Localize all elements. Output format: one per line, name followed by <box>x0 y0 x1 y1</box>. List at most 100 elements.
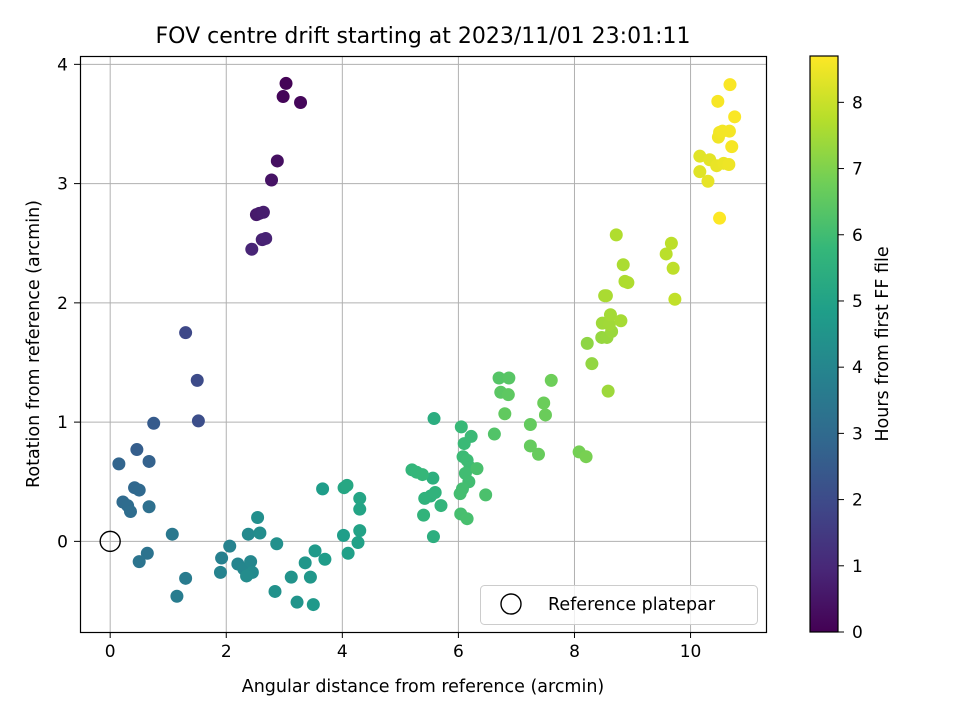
data-point <box>253 526 267 540</box>
data-point <box>501 388 515 402</box>
data-point <box>453 487 467 501</box>
data-point <box>353 491 367 505</box>
data-point <box>701 174 715 188</box>
y-axis-label: Rotation from reference (arcmin) <box>24 200 44 488</box>
data-point <box>537 396 551 410</box>
scatter-points <box>112 76 742 612</box>
data-point <box>240 569 254 583</box>
data-point <box>140 546 154 560</box>
data-point <box>112 457 126 471</box>
data-point <box>223 539 237 553</box>
data-point <box>318 552 332 566</box>
x-tick-label: 2 <box>221 642 232 662</box>
legend-box <box>480 585 758 625</box>
data-point <box>479 488 493 502</box>
colorbar-frame <box>809 55 839 633</box>
data-point <box>492 371 506 385</box>
data-point <box>353 502 367 516</box>
data-point <box>244 555 258 569</box>
data-point <box>147 416 161 430</box>
legend: Reference platepar <box>480 585 758 625</box>
data-point <box>487 427 501 441</box>
data-point <box>256 205 270 219</box>
data-point <box>434 499 448 513</box>
colorbar-tick-label: 8 <box>852 93 863 113</box>
data-point <box>265 173 279 187</box>
data-point <box>614 314 628 328</box>
data-point <box>602 317 616 331</box>
data-point <box>722 124 736 138</box>
data-point <box>270 154 284 168</box>
colorbar-tick-label: 5 <box>852 292 863 312</box>
data-point <box>616 258 630 272</box>
data-point <box>693 149 707 163</box>
data-point <box>418 491 432 505</box>
data-point <box>722 158 736 172</box>
data-point <box>123 505 137 519</box>
data-point <box>725 140 739 154</box>
data-point <box>142 500 156 514</box>
data-point <box>213 565 227 579</box>
colorbar-fill <box>810 56 838 632</box>
data-point <box>191 414 205 428</box>
data-point <box>659 247 673 261</box>
data-point <box>241 527 255 541</box>
data-point <box>245 242 259 256</box>
colorbar-tick-label: 1 <box>852 557 863 577</box>
data-point <box>621 276 635 290</box>
data-point <box>284 570 298 584</box>
x-tick-label: 6 <box>453 642 464 662</box>
data-point <box>460 512 474 526</box>
colorbar-tick-label: 3 <box>852 424 863 444</box>
data-point <box>544 373 558 387</box>
reference-point <box>99 530 121 553</box>
data-point <box>179 326 193 340</box>
data-point <box>585 357 599 371</box>
data-point <box>132 555 146 569</box>
data-point <box>130 443 144 457</box>
data-point <box>713 211 727 225</box>
data-point <box>728 110 742 124</box>
data-point <box>427 412 441 426</box>
x-tick-label: 10 <box>680 642 702 662</box>
data-point <box>132 483 146 497</box>
colorbar-tick-label: 0 <box>852 623 863 643</box>
reference-marker <box>99 530 121 553</box>
x-axis-label: Angular distance from reference (arcmin) <box>242 677 605 697</box>
legend-marker <box>500 593 522 615</box>
data-point <box>290 595 304 609</box>
data-point <box>270 537 284 551</box>
data-point <box>579 450 593 464</box>
data-point <box>523 439 537 453</box>
data-point <box>693 165 707 179</box>
data-point <box>723 78 737 92</box>
data-point <box>170 589 184 603</box>
data-point <box>341 546 355 560</box>
data-point <box>664 236 678 250</box>
data-point <box>179 571 193 585</box>
data-point <box>666 261 680 275</box>
y-tick-label: 3 <box>57 175 68 195</box>
colorbar-ticks: 0 1 2 3 4 5 6 7 8 <box>838 93 863 643</box>
x-tick-label: 4 <box>337 642 348 662</box>
data-point <box>580 336 594 350</box>
data-point <box>276 90 290 104</box>
y-tick-label: 2 <box>57 294 68 314</box>
data-point <box>523 417 537 431</box>
data-point <box>142 454 156 468</box>
data-point <box>498 407 512 421</box>
data-point <box>470 462 484 476</box>
data-point <box>426 530 440 544</box>
data-point <box>165 527 179 541</box>
y-tick-label: 1 <box>57 413 68 433</box>
x-tick-label: 8 <box>569 642 580 662</box>
data-point <box>308 544 322 558</box>
chart-title: FOV centre drift starting at 2023/11/01 … <box>156 24 691 49</box>
data-point <box>340 478 354 492</box>
colorbar-label: Hours from first FF file <box>873 246 893 441</box>
data-point <box>668 292 682 306</box>
colorbar-tick-label: 4 <box>852 358 863 378</box>
data-point <box>336 528 350 542</box>
data-point <box>353 524 367 538</box>
